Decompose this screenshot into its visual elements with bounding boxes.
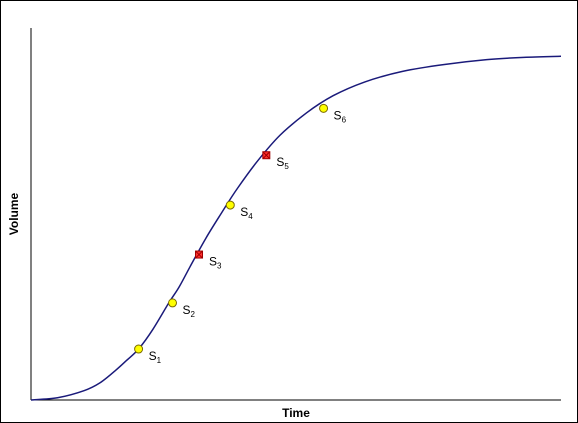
point-s5-cross-mark xyxy=(262,151,270,159)
point-s1-label: S1 xyxy=(149,349,162,365)
point-label-subscript: 4 xyxy=(248,212,253,221)
point-s4: S4 xyxy=(225,200,253,221)
point-s6-circle-marker xyxy=(319,103,329,113)
point-label-subscript: 5 xyxy=(284,162,289,171)
point-s2-circle-marker xyxy=(168,298,178,308)
point-label-subscript: 2 xyxy=(191,310,196,319)
point-s5-label: S5 xyxy=(276,155,289,171)
point-s4-circle-marker xyxy=(225,200,235,210)
point-label-letter: S xyxy=(334,108,342,122)
y-axis-title: Volume xyxy=(7,192,21,235)
point-label-subscript: 3 xyxy=(217,262,222,271)
point-s3: S3 xyxy=(195,250,222,271)
point-s2: S2 xyxy=(168,298,196,319)
point-s6-label: S6 xyxy=(334,108,347,124)
point-s3-label: S3 xyxy=(209,255,222,271)
point-label-letter: S xyxy=(276,155,284,169)
point-label-subscript: 1 xyxy=(157,356,162,365)
point-s1-circle-marker xyxy=(134,344,144,354)
volume-curve-line xyxy=(30,55,562,401)
point-s1: S1 xyxy=(134,344,162,365)
point-label-letter: S xyxy=(209,255,217,269)
point-s6: S6 xyxy=(319,103,347,124)
point-label-letter: S xyxy=(240,205,248,219)
point-s2-label: S2 xyxy=(183,303,196,319)
point-label-letter: S xyxy=(183,303,191,317)
point-s5: S5 xyxy=(262,151,289,171)
point-label-subscript: 6 xyxy=(342,115,347,124)
x-axis-title: Time xyxy=(282,406,310,420)
point-label-letter: S xyxy=(149,349,157,363)
point-s3-cross-mark xyxy=(195,251,203,258)
point-s4-label: S4 xyxy=(240,205,253,221)
